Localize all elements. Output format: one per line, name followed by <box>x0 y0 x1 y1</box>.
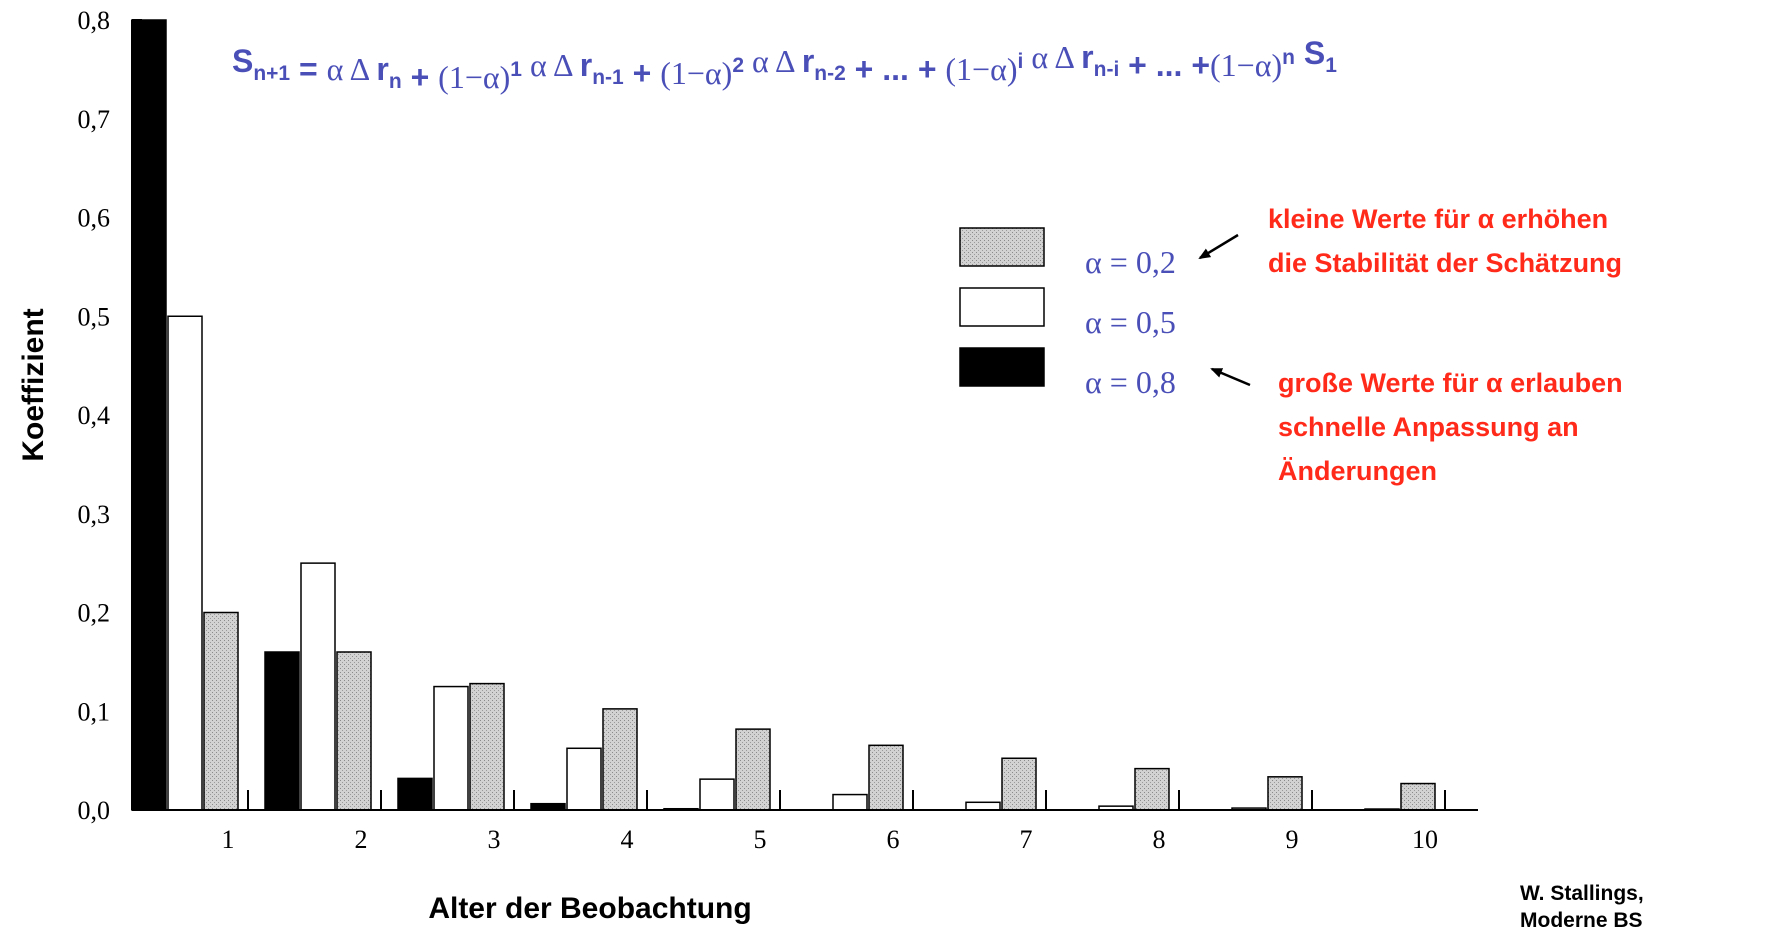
bar-s2-c7 <box>1001 757 1037 811</box>
bar-s0-c3 <box>397 777 433 811</box>
bar-s1-c6 <box>832 793 868 811</box>
formula-part: r <box>376 51 388 87</box>
formula-part: r <box>580 47 592 83</box>
formula-part: α Δ <box>327 51 377 87</box>
bar-s2-c3 <box>469 682 505 811</box>
x-axis-ticks: 1 2 3 4 5 6 7 8 9 10 <box>222 790 1446 854</box>
legend-label: α = 0,8 <box>1085 364 1176 400</box>
formula-part: S <box>1295 35 1325 71</box>
formula-part: i <box>1018 50 1024 73</box>
x-tick-label: 2 <box>355 825 368 854</box>
y-tick-label: 0,1 <box>78 697 111 726</box>
annotations: kleine Werte für α erhöhen die Stabilität… <box>1198 204 1623 486</box>
annotation-small-alpha-line: die Stabilität der Schätzung <box>1268 248 1622 278</box>
bar-s2-c1 <box>203 611 239 811</box>
legend-swatch <box>959 287 1045 327</box>
formula-part: r <box>802 43 814 79</box>
formula-part: 2 <box>732 54 744 77</box>
bar-s2-c5 <box>735 728 771 811</box>
formula-part: + <box>624 55 660 91</box>
legend-swatch <box>959 227 1045 267</box>
formula-part: n <box>389 70 402 93</box>
y-tick-label: 0,6 <box>78 204 111 233</box>
formula-part: n-i <box>1094 58 1120 81</box>
formula-part: + ... + <box>1119 47 1210 83</box>
annotation-large-alpha-line: Änderungen <box>1278 456 1437 486</box>
annotation-large-alpha-line: große Werte für α erlauben <box>1278 368 1623 398</box>
y-axis-title: Koeffizient <box>17 308 50 461</box>
x-axis-title: Alter der Beobachtung <box>428 892 751 925</box>
formula-part: n+1 <box>253 62 290 85</box>
bar-s2-c2 <box>336 651 372 811</box>
y-tick-label: 0,0 <box>78 796 111 825</box>
formula-text: Sn+1 = α Δ rn + (1−α)1 α Δ rn-1 + (1−α)2… <box>232 35 1337 95</box>
y-tick-label: 0,5 <box>78 302 111 331</box>
y-axis-ticks: 0,0 0,1 0,2 0,3 0,4 0,5 0,6 0,7 0,8 <box>78 6 142 825</box>
formula-part: α Δ <box>1023 39 1081 75</box>
formula-part: + <box>402 59 438 95</box>
legend-label: α = 0,5 <box>1085 304 1176 340</box>
bar-s1-c4 <box>566 747 602 811</box>
bar-s1-c1 <box>167 315 203 811</box>
formula-part: (1−α) <box>660 55 732 91</box>
x-tick-label: 7 <box>1020 825 1033 854</box>
credit-line-1: W. Stallings, <box>1520 882 1644 905</box>
formula-part: n-1 <box>592 66 624 89</box>
bar-s2-c9 <box>1267 776 1303 811</box>
annotation-large-alpha-line: schnelle Anpassung an <box>1278 412 1579 442</box>
x-tick-label: 9 <box>1286 825 1299 854</box>
formula-part: n-2 <box>814 62 846 85</box>
x-tick-label: 3 <box>488 825 501 854</box>
bar-s1-c2 <box>300 562 336 811</box>
formula-part: S <box>232 43 253 79</box>
formula-part: α Δ <box>744 43 802 79</box>
formula-part: (1−α) <box>1210 47 1282 83</box>
bar-s2-c10 <box>1400 782 1436 811</box>
y-tick-label: 0,2 <box>78 599 111 628</box>
bar-s2-c6 <box>868 744 904 811</box>
bar-s1-c3 <box>433 685 469 811</box>
x-tick-label: 5 <box>754 825 767 854</box>
legend-swatch <box>959 347 1045 387</box>
formula-part: α Δ <box>522 47 580 83</box>
formula-part: n <box>1282 46 1295 69</box>
formula-part: r <box>1081 39 1093 75</box>
bar-s2-c8 <box>1134 767 1170 811</box>
bar-s1-c7 <box>965 801 1001 811</box>
credit-line-2: Moderne BS <box>1520 909 1643 932</box>
y-tick-label: 0,4 <box>78 401 111 430</box>
x-tick-label: 4 <box>621 825 634 854</box>
x-tick-label: 1 <box>222 825 235 854</box>
formula-part: + ... + <box>846 51 946 87</box>
annotation-arrow-large <box>1210 367 1251 387</box>
bar-series-group <box>131 19 1436 811</box>
y-tick-label: 0,3 <box>78 500 111 529</box>
formula-part: = <box>290 51 326 87</box>
y-tick-label: 0,8 <box>78 6 111 35</box>
bar-s1-c5 <box>699 778 735 811</box>
x-tick-label: 10 <box>1412 825 1438 854</box>
bar-s2-c4 <box>602 708 638 811</box>
formula-part: (1−α) <box>438 59 510 95</box>
formula-part: (1−α) <box>945 51 1017 87</box>
legend-label: α = 0,2 <box>1085 244 1176 280</box>
y-tick-label: 0,7 <box>78 105 111 134</box>
x-tick-label: 6 <box>887 825 900 854</box>
legend: α = 0,2 α = 0,5 α = 0,8 <box>959 227 1176 400</box>
x-tick-label: 8 <box>1153 825 1166 854</box>
formula-part: 1 <box>510 58 522 81</box>
annotation-arrow-small <box>1198 233 1239 260</box>
formula-part: 1 <box>1325 54 1337 77</box>
bar-s0-c2 <box>264 651 300 811</box>
annotation-small-alpha-line: kleine Werte für α erhöhen <box>1268 204 1608 234</box>
